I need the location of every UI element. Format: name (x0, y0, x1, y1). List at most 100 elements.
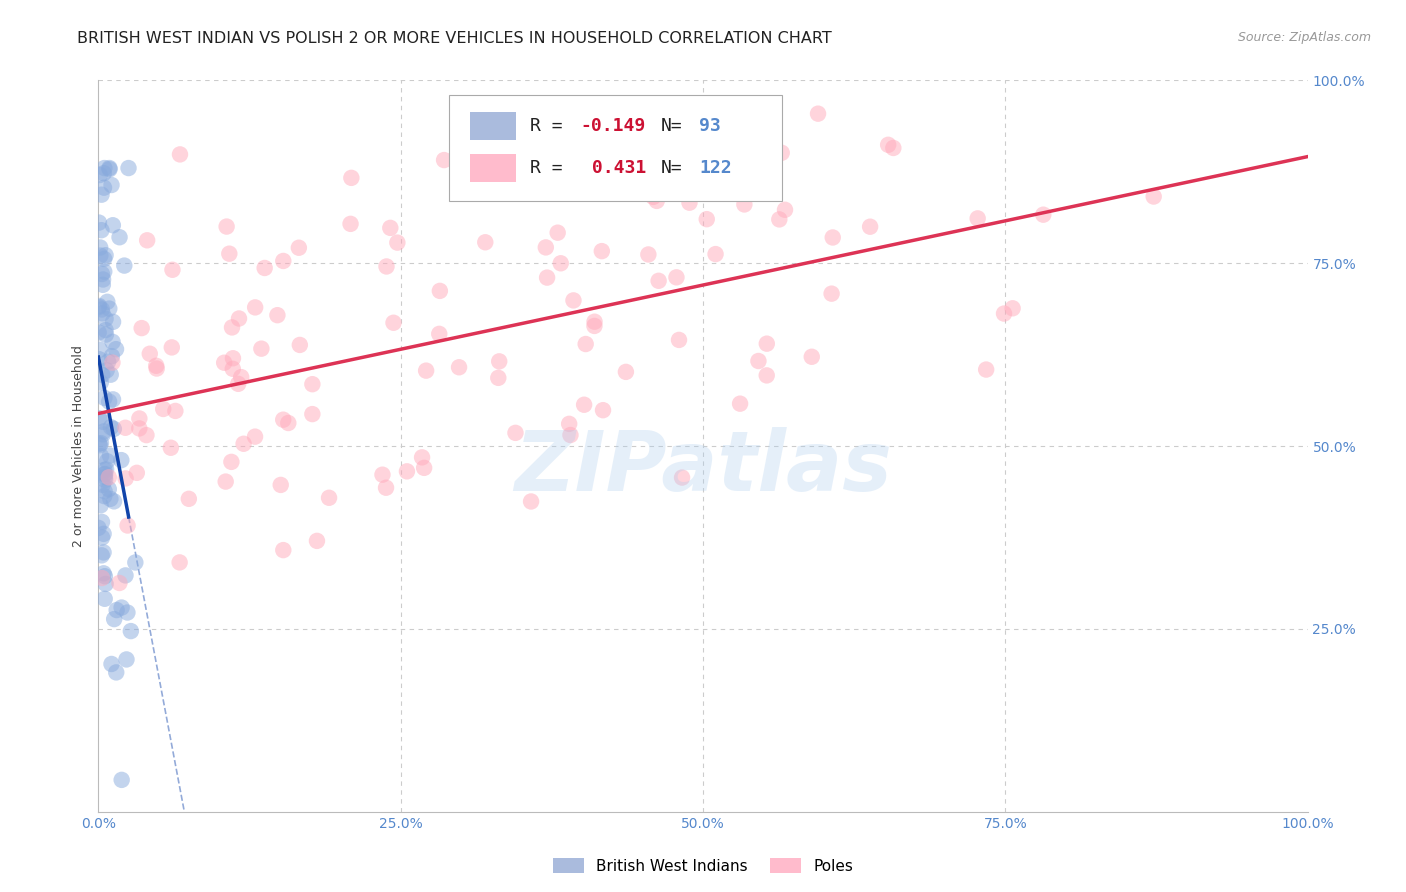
Point (162, 262, 184, 277)
Point (93, 161, 115, 175)
Point (277, 416, 299, 430)
Point (165, 404, 187, 418)
Point (226, 376, 249, 391)
Point (160, 340, 183, 354)
Point (90, 498, 112, 512)
Point (101, 349, 124, 363)
Point (103, 612, 125, 626)
Point (1032, 208, 1054, 222)
Point (93, 166, 115, 180)
Point (993, 307, 1015, 321)
Point (105, 342, 128, 356)
Point (139, 347, 162, 361)
Point (101, 219, 124, 233)
Point (583, 318, 606, 333)
Point (221, 455, 243, 469)
Text: -0.149: -0.149 (581, 118, 647, 136)
Text: N=: N= (661, 159, 682, 177)
Point (90, 187, 112, 202)
Point (371, 467, 394, 482)
Point (91, 531, 114, 545)
Point (271, 254, 294, 268)
Point (339, 217, 361, 231)
Legend: British West Indians, Poles: British West Indians, Poles (547, 852, 859, 880)
Point (101, 355, 124, 369)
Point (501, 162, 523, 177)
Point (433, 153, 456, 167)
Point (97, 482, 120, 496)
Point (271, 413, 294, 427)
Point (592, 403, 614, 417)
Point (114, 471, 136, 485)
Point (253, 260, 276, 275)
Point (112, 259, 135, 273)
Point (94, 470, 117, 484)
Point (755, 336, 778, 351)
Point (96, 363, 118, 377)
Point (90, 449, 112, 463)
Point (100, 491, 122, 506)
Point (93, 566, 115, 581)
Point (301, 407, 323, 421)
Point (505, 425, 527, 440)
Point (98, 449, 121, 463)
Point (250, 342, 273, 356)
Text: R =: R = (530, 159, 574, 177)
Point (94, 473, 117, 487)
Point (105, 603, 128, 617)
Point (145, 359, 167, 373)
Point (89, 352, 111, 367)
Point (266, 308, 288, 322)
Point (87, 326, 110, 340)
Point (807, 106, 830, 120)
Point (882, 141, 904, 155)
Point (100, 420, 122, 434)
Point (94, 327, 117, 342)
Point (114, 421, 136, 435)
Point (395, 464, 418, 478)
Point (94, 311, 117, 326)
Point (232, 436, 254, 450)
Point (93, 463, 115, 477)
Point (382, 316, 405, 330)
Point (128, 411, 150, 425)
Bar (470, 154, 516, 182)
Point (859, 219, 882, 234)
Point (550, 256, 572, 270)
Point (415, 364, 437, 378)
Point (124, 556, 146, 570)
Text: BRITISH WEST INDIAN VS POLISH 2 OR MORE VEHICLES IN HOUSEHOLD CORRELATION CHART: BRITISH WEST INDIAN VS POLISH 2 OR MORE … (77, 31, 832, 46)
Point (105, 665, 128, 680)
Point (704, 247, 727, 261)
Point (135, 428, 157, 442)
Point (755, 368, 778, 383)
Point (222, 351, 245, 366)
Point (91, 368, 114, 382)
Point (101, 315, 124, 329)
Point (591, 244, 613, 259)
Point (572, 398, 595, 412)
Point (169, 147, 191, 161)
Point (98, 162, 121, 177)
Point (768, 212, 790, 227)
Point (87, 300, 110, 314)
Point (562, 293, 585, 308)
Point (131, 321, 153, 335)
Point (94, 248, 117, 262)
Point (700, 142, 723, 156)
Point (89, 411, 111, 425)
Point (215, 475, 238, 489)
Point (678, 195, 700, 210)
Point (93, 425, 115, 439)
Point (115, 652, 138, 666)
Point (120, 624, 142, 639)
Point (271, 543, 294, 558)
Point (89, 438, 111, 452)
Point (91, 571, 114, 585)
Point (671, 470, 693, 484)
Point (231, 370, 253, 384)
Point (215, 219, 238, 234)
Point (91, 515, 114, 529)
Point (91, 277, 114, 292)
Point (665, 270, 688, 285)
